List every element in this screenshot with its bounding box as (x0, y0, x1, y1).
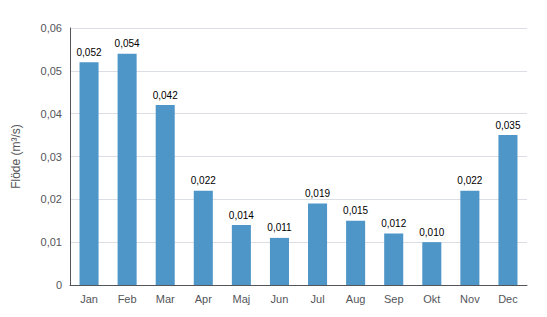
svg-text:0,022: 0,022 (191, 175, 216, 186)
svg-text:0,042: 0,042 (153, 90, 178, 101)
svg-text:0,03: 0,03 (41, 151, 62, 163)
svg-text:Sep: Sep (384, 293, 404, 305)
svg-text:Apr: Apr (195, 293, 212, 305)
svg-text:0,04: 0,04 (41, 108, 62, 120)
svg-text:0,035: 0,035 (495, 120, 520, 131)
svg-text:Jun: Jun (271, 293, 289, 305)
svg-text:0,010: 0,010 (419, 227, 444, 238)
svg-text:Maj: Maj (233, 293, 251, 305)
svg-text:0,015: 0,015 (343, 205, 368, 216)
svg-text:0,014: 0,014 (229, 210, 254, 221)
svg-text:0,019: 0,019 (305, 188, 330, 199)
svg-text:0,022: 0,022 (457, 175, 482, 186)
svg-text:0,01: 0,01 (41, 236, 62, 248)
svg-text:Feb: Feb (118, 293, 137, 305)
svg-text:Dec: Dec (498, 293, 518, 305)
svg-text:0,011: 0,011 (267, 222, 292, 233)
svg-text:0,06: 0,06 (41, 22, 62, 34)
svg-text:Jul: Jul (311, 293, 325, 305)
svg-text:0,02: 0,02 (41, 193, 62, 205)
svg-text:Jan: Jan (80, 293, 98, 305)
svg-text:Okt: Okt (423, 293, 440, 305)
svg-text:0: 0 (56, 279, 62, 291)
svg-text:0,05: 0,05 (41, 65, 62, 77)
svg-text:Mar: Mar (156, 293, 175, 305)
svg-text:0,012: 0,012 (381, 218, 406, 229)
svg-text:0,052: 0,052 (77, 47, 102, 58)
svg-text:Nov: Nov (460, 293, 480, 305)
svg-text:Flöde (m³/s): Flöde (m³/s) (9, 124, 23, 189)
svg-text:0,054: 0,054 (115, 38, 140, 49)
svg-text:Aug: Aug (346, 293, 366, 305)
